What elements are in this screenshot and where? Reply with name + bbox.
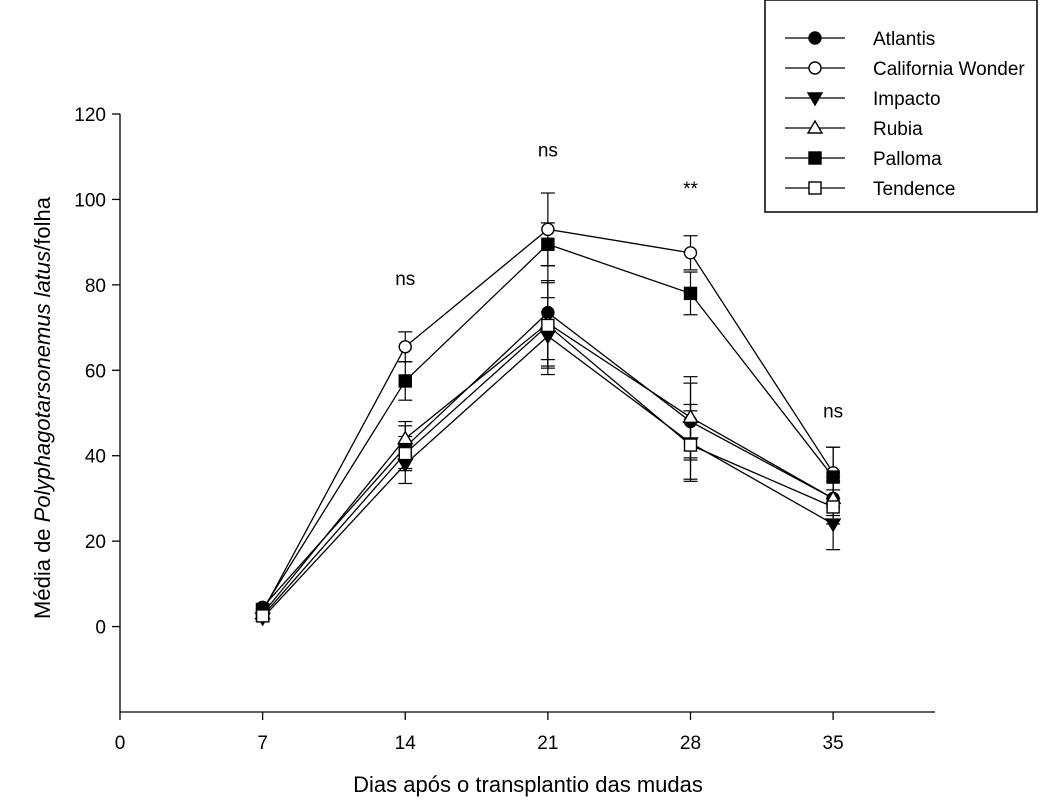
legend-item: Atlantis xyxy=(785,29,935,50)
y-tick-label: 60 xyxy=(85,361,106,382)
y-tick-label: 80 xyxy=(85,276,106,297)
x-tick-label: 0 xyxy=(115,733,126,754)
data-point-palloma xyxy=(398,374,412,388)
significance-annotation: ** xyxy=(683,179,698,200)
y-tick-label: 40 xyxy=(85,447,106,468)
x-tick-label: 35 xyxy=(823,733,844,754)
data-point-rubia xyxy=(397,430,414,445)
x-tick-label: 7 xyxy=(257,733,268,754)
data-point-palloma xyxy=(683,286,698,301)
y-axis-label: Média de Polyphagotarsonemus latus/folha xyxy=(30,196,55,619)
x-tick-label: 28 xyxy=(680,733,701,754)
legend-label: Atlantis xyxy=(873,29,935,50)
axes xyxy=(119,114,935,713)
y-tick-label: 0 xyxy=(95,618,106,639)
y-axis-label-prefix: Média de xyxy=(30,522,55,619)
legend-label: California Wonder xyxy=(873,59,1025,80)
data-point-palloma xyxy=(826,470,840,484)
legend-marker xyxy=(806,119,824,134)
y-axis-label-suffix: /folha xyxy=(30,196,55,251)
legend-item: Impacto xyxy=(785,89,941,110)
data-point-california-wonder xyxy=(683,246,698,260)
data-point-tendence xyxy=(683,438,698,452)
y-axis-label-species: Polyphagotarsonemus latus xyxy=(30,251,55,523)
data-point-rubia xyxy=(682,408,699,423)
legend-marker xyxy=(808,151,822,165)
data-point-tendence xyxy=(826,500,840,514)
significance-annotation: ns xyxy=(823,401,843,422)
significance-annotation: ns xyxy=(538,141,558,162)
series-group xyxy=(254,192,842,627)
legend-marker xyxy=(808,31,822,45)
x-tick-label: 21 xyxy=(537,733,558,754)
legend-label: Palloma xyxy=(873,149,942,170)
legend-marker xyxy=(808,61,822,75)
y-tick-label: 20 xyxy=(85,532,106,553)
data-point-california-wonder xyxy=(398,340,412,354)
significance-annotation: ns xyxy=(395,269,415,290)
legend-label: Impacto xyxy=(873,89,941,110)
data-point-california-wonder xyxy=(541,222,555,237)
legend-item: Rubia xyxy=(785,119,923,140)
data-point-tendence xyxy=(255,609,270,623)
data-point-impacto xyxy=(824,518,842,533)
x-axis-ticks: 0 7 14 21 28 35 xyxy=(115,712,844,754)
y-tick-label: 100 xyxy=(74,190,106,211)
annotations: ns ns ** ns xyxy=(395,141,843,423)
x-axis-label: Dias após o transplantio das mudas xyxy=(353,772,703,797)
legend: Atlantis California Wonder Impacto Rubia Pal… xyxy=(764,0,1038,213)
y-tick-label: 120 xyxy=(74,105,106,126)
legend-label: Rubia xyxy=(873,119,923,140)
legend-item: Palloma xyxy=(785,149,942,170)
legend-item: California Wonder xyxy=(785,59,1025,80)
data-point-tendence xyxy=(541,318,555,333)
y-axis-ticks: 0 20 40 60 80 100 120 xyxy=(74,105,120,639)
legend-marker xyxy=(806,92,824,107)
data-point-palloma xyxy=(541,237,555,251)
legend-marker xyxy=(808,181,822,195)
legend-item: Tendence xyxy=(785,179,955,200)
data-point-tendence xyxy=(398,446,412,461)
legend-label: Tendence xyxy=(873,179,955,200)
series-line-impacto xyxy=(262,335,834,619)
x-tick-label: 14 xyxy=(395,733,417,754)
